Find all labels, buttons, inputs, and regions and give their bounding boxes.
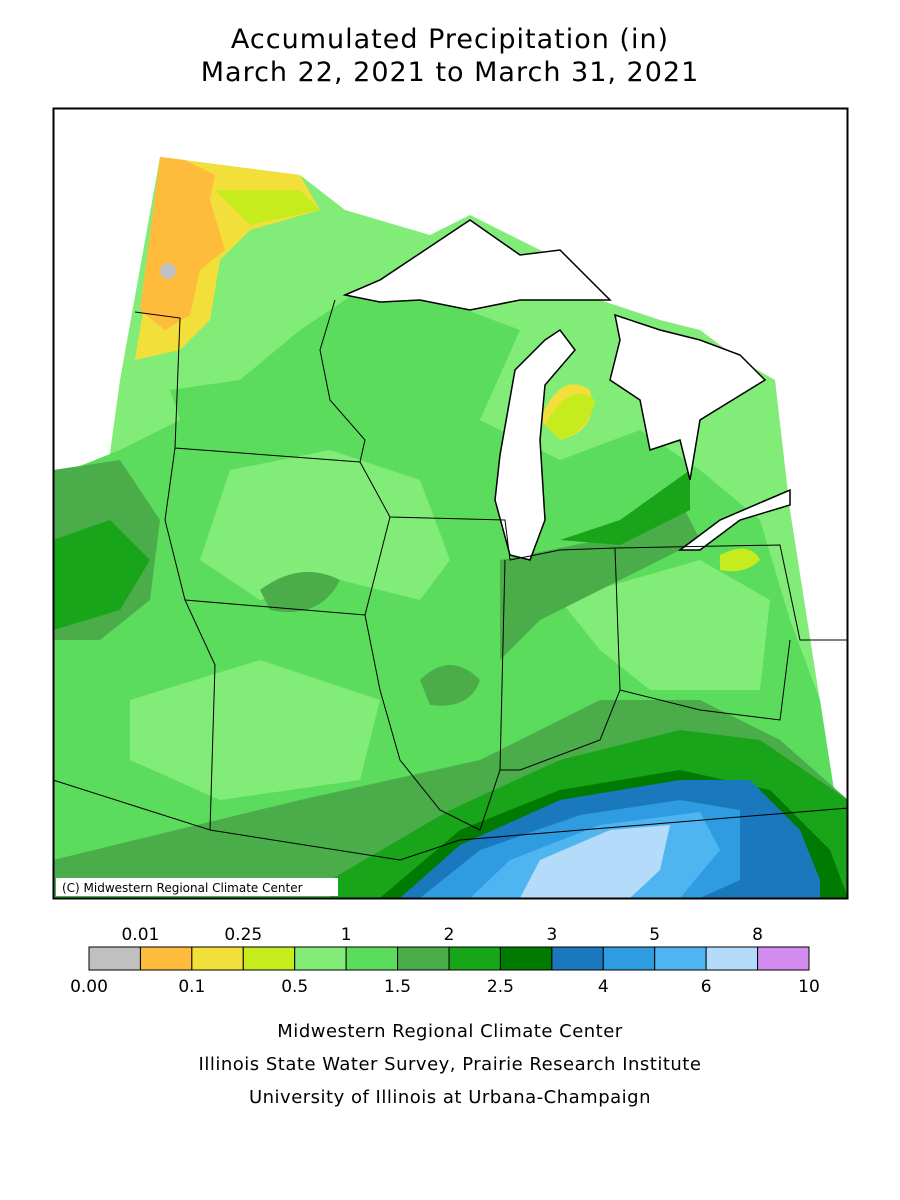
state-border [319, 299, 366, 463]
legend-label: 0.25 [224, 925, 262, 945]
map: (C) Midwestern Regional Climate Center [52, 107, 849, 900]
footer-line: Midwestern Regional Climate Center [277, 1021, 623, 1042]
legend-swatch [499, 946, 553, 971]
legend-label: 1 [341, 925, 352, 945]
legend-swatch [242, 946, 296, 971]
legend: 0.00 0.01 0.1 0.25 0.5 1 1.5 2 2.5 3 4 5 6 8 10 [70, 925, 820, 997]
legend-swatch [705, 946, 759, 971]
legend-label: 0.1 [178, 977, 205, 997]
state-border [619, 639, 791, 721]
state-border [209, 807, 847, 861]
precip-zone [520, 825, 670, 898]
legend-swatch [757, 946, 810, 971]
legend-swatch [602, 946, 656, 971]
lake-huron [609, 313, 767, 481]
precip-zone [160, 263, 176, 279]
state-border [134, 311, 847, 641]
legend-label: 2 [444, 925, 455, 945]
legend-swatch [397, 946, 450, 971]
legend-swatch [191, 946, 244, 971]
legend-swatch [551, 946, 604, 971]
legend-swatch [139, 946, 193, 971]
legend-swatch [88, 946, 141, 971]
legend-label: 6 [701, 977, 712, 997]
credit-box [56, 878, 338, 896]
state-border [54, 599, 216, 831]
state-border [500, 547, 621, 771]
legend-swatch [345, 946, 399, 971]
map-credit: (C) Midwestern Regional Climate Center [62, 881, 303, 895]
precip-zone [130, 450, 770, 800]
legend-swatch [448, 946, 501, 971]
legend-swatch [654, 946, 707, 971]
legend-label: 8 [752, 925, 763, 945]
title: Accumulated Precipitation (in) [231, 24, 669, 55]
legend-label: 3 [546, 925, 557, 945]
footer-line: Illinois State Water Survey, Prairie Res… [199, 1054, 702, 1075]
lake-erie [677, 488, 791, 551]
legend-label: 4 [598, 977, 609, 997]
legend-swatch [294, 946, 347, 971]
legend-label: 5 [649, 925, 660, 945]
legend-label: 1.5 [384, 977, 411, 997]
precip-zone [135, 157, 592, 440]
lake-superior [342, 219, 612, 311]
footer-line: University of Illinois at Urbana-Champai… [249, 1087, 651, 1108]
legend-label: 10 [798, 977, 820, 997]
subtitle: March 22, 2021 to March 31, 2021 [201, 57, 700, 88]
legend-label: 0.00 [70, 977, 108, 997]
precip-zone [140, 157, 225, 330]
legend-label: 2.5 [487, 977, 514, 997]
map-frame [52, 107, 849, 900]
legend-label: 0.5 [281, 977, 308, 997]
legend-label: 0.01 [121, 925, 159, 945]
lake-michigan [494, 328, 576, 561]
